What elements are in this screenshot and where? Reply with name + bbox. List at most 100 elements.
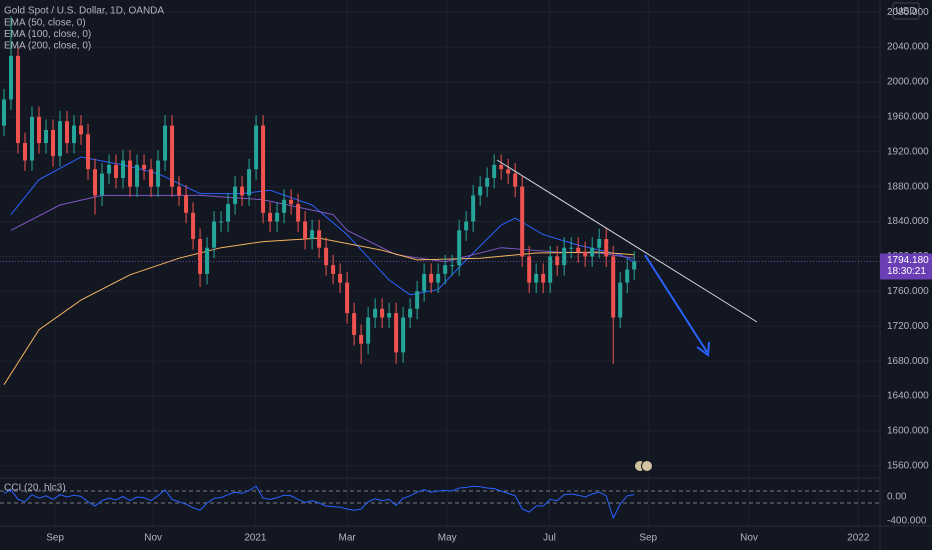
candle-body [142,164,147,170]
candle-body [436,273,441,283]
candle-body [415,291,420,309]
candle-body [513,173,518,187]
x-tick-label: Nov [144,533,162,544]
cci-tick-label: 0.00 [887,492,907,503]
candle-body [135,164,140,187]
x-tick-label: Sep [46,533,64,544]
y-tick-label: 1840.000 [887,216,929,227]
candle-body [576,247,581,253]
arrow-head [696,341,710,357]
candle-body [485,177,490,187]
candle-body [128,160,133,187]
x-tick-label: Jul [543,533,556,544]
y-tick-label: 1760.000 [887,286,929,297]
candle-body [429,273,434,283]
candle-body [394,313,399,353]
candle-body [401,317,406,353]
candle-body [625,269,630,283]
candle-body [191,212,196,239]
event-icon[interactable] [634,460,653,472]
candle-body [478,186,483,196]
candle-body [331,265,336,274]
candle-body [282,199,287,213]
y-tick-label: 1960.000 [887,112,929,123]
x-tick-label: 2022 [847,533,870,544]
candle-body [387,313,392,318]
candle-body [37,116,42,144]
x-tick-label: Sep [639,533,657,544]
candle-body [65,121,70,144]
candle-body [303,221,308,239]
x-tick-label: Mar [338,533,356,544]
candle-body [541,273,546,283]
candle-body [457,230,462,266]
candle-body [443,265,448,274]
candle-body [569,247,574,249]
candle-body [450,265,455,267]
candle-body [177,186,182,196]
last-price-box [880,253,932,280]
candle-body [422,273,427,292]
candle-body [8,55,13,100]
candle-body [15,55,20,144]
candle-body [555,256,560,266]
candle-body [373,308,378,318]
y-tick-label: 2080.000 [887,7,929,18]
candle-body [275,212,280,222]
projection-arrow[interactable] [644,254,708,353]
candle-body [296,204,301,222]
candle-body [590,247,595,257]
y-tick-label: 2000.000 [887,77,929,88]
grid [0,0,880,526]
candle-body [492,164,497,178]
legend-entry: EMA (100, close, 0) [4,29,91,40]
y-tick-label: 1640.000 [887,391,929,402]
candle-body [597,239,602,248]
x-tick-label: 2021 [244,533,267,544]
candle-body [310,230,315,239]
x-tick-label: Nov [740,533,758,544]
symbol-title: Gold Spot / U.S. Dollar, 1D, OANDA [4,6,164,17]
icon-circle [641,460,653,472]
candle-body [359,334,364,344]
countdown: 18:30:21 [887,266,926,277]
candle-body [86,134,91,170]
candle-body [527,256,532,283]
candle-body [254,125,259,170]
candle-body [464,221,469,231]
last-price-label: 1794.180 [887,255,929,266]
y-tick-label: 1920.000 [887,146,929,157]
candle-body [611,256,616,318]
candle-body [233,186,238,205]
candle-body [1,99,6,126]
legend: EMA (50, close, 0)EMA (100, close, 0)EMA… [4,18,91,52]
candle-body [534,273,539,283]
candle-body [366,317,371,344]
cci-line [3,485,635,520]
candle-body [170,125,175,187]
candle-body [520,186,525,257]
candle-body [317,230,322,248]
cci-tick-label: -400.000 [887,516,927,527]
candle-body [324,247,329,266]
y-tick-label: 2040.000 [887,42,929,53]
candle-body [107,164,112,174]
candle-body [149,169,154,187]
candle-body [338,273,343,283]
candle-body [44,129,49,144]
candle-body [100,173,105,196]
currency: USD [895,6,916,17]
candle-body [79,125,84,135]
candle-body [261,125,266,213]
candle-body [380,308,385,318]
candle-body [226,204,231,222]
candle-body [352,313,357,335]
legend-entry: EMA (200, close, 0) [4,41,91,52]
candle-body [51,129,56,157]
trend-line[interactable] [496,159,758,323]
currency-box[interactable] [892,2,920,20]
candle-body [22,143,27,161]
candle-body [121,160,126,178]
candle-body [632,261,637,270]
y-tick-label: 1560.000 [887,460,929,471]
